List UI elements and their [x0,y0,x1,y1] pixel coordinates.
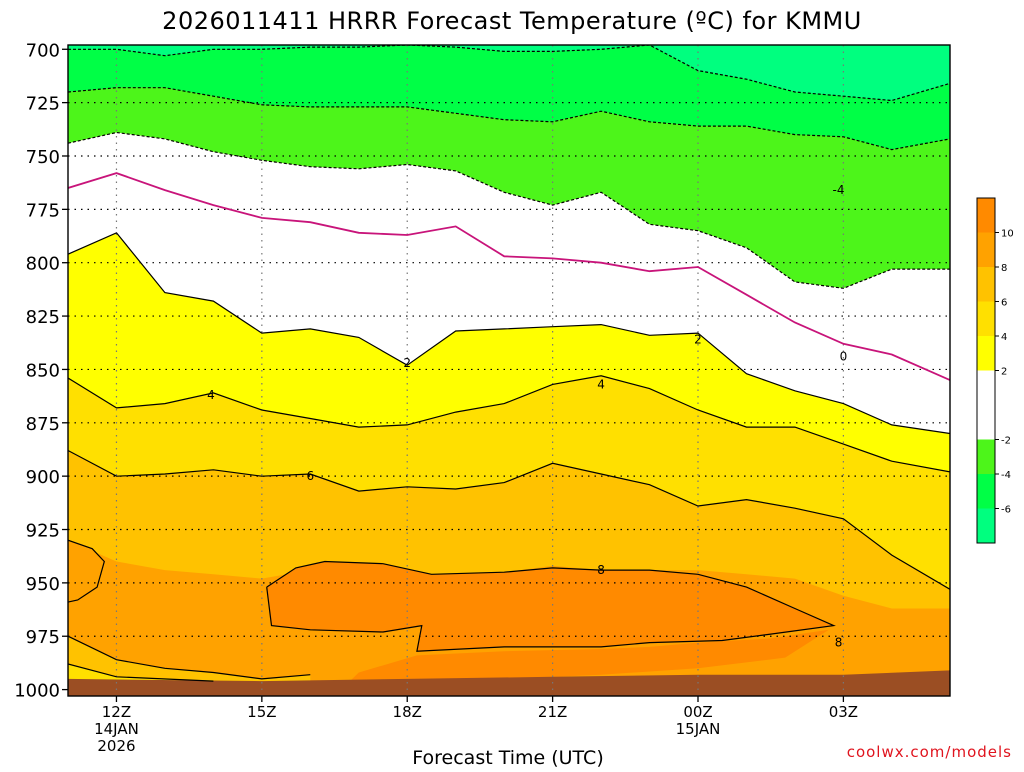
y-tick-label-900: 900 [26,467,60,488]
isotherm-minus-2 [68,131,950,289]
x-tick-label-12-0: 12Z [102,703,131,721]
credit-text: coolwx.com/models [847,743,1012,761]
colorbar-swatch-6 [977,267,995,302]
isotherm-8-left [68,539,105,603]
colorbar-label-5: -2 [1001,436,1011,447]
y-tick-label-800: 800 [26,254,60,275]
colorbar-label-3: 4 [1001,332,1007,343]
y-tick-label-725: 725 [26,94,60,115]
warm-pocket-left [68,540,105,603]
x-tick-label-21-0: 21Z [538,703,567,721]
colorbar-swatch-8 [977,232,995,267]
y-tick-label-850: 850 [26,360,60,381]
colorbar-swatch-0 [977,370,995,405]
contour-label-4: 4 [207,388,215,402]
x-tick-label-24-1: 15JAN [676,720,721,738]
colorbar-label-7: -6 [1001,505,1011,516]
contour-label-7: 8 [597,563,605,577]
isotherm-6 [68,449,950,590]
fill-band-minus-6 [68,45,950,150]
fill-band-4 [68,375,950,590]
contour-label-5: 4 [597,377,605,391]
x-tick-label-24-0: 00Z [683,703,712,721]
ground-surface [68,670,950,696]
x-axis-label: Forecast Time (UTC) [412,747,603,768]
x-tick-label-15-0: 15Z [247,703,276,721]
fill-band-2 [68,232,950,472]
isotherm-0 [68,172,950,381]
colorbar-label-1: 8 [1001,263,1007,274]
contour-label-0: -4 [833,183,845,197]
y-tick-label-750: 750 [26,147,60,168]
isotherm-6-lower [68,635,311,680]
y-tick-label-950: 950 [26,574,60,595]
x-tick-label-18-0: 18Z [393,703,422,721]
isotherm-4 [68,375,950,473]
y-tick-label-825: 825 [26,307,60,328]
y-tick-label-975: 975 [26,627,60,648]
colorbar: 10 8 6 4 2 -2 -4 -6 [976,197,1014,544]
colorbar-label-0: 10 [1001,229,1014,240]
fill-band-0 [68,132,950,434]
fill-band-minus-8 [68,45,950,101]
plot-frame [67,44,951,697]
y-tick-label-875: 875 [26,414,60,435]
y-tick-label-925: 925 [26,521,60,542]
x-tick-label-12-1: 14JAN [94,720,139,738]
isotherm-lines [68,45,950,682]
colorbar-label-2: 6 [1001,298,1007,309]
colorbar-label-4: 2 [1001,367,1007,378]
fill-band-8-upper [266,561,834,652]
fill-band-minus-4 [68,87,950,289]
grid-lines [68,45,950,696]
colorbar-swatch-minus-6 [977,474,995,509]
isotherm-2 [68,232,950,435]
isotherm-minus-4 [68,87,950,151]
fill-band-6 [68,450,950,609]
y-axis: 700 725 750 775 800 825 850 875 900 925 950 975 1000 [14,40,68,702]
chart-title: 2026011411 HRRR Forecast Temperature (ºC… [162,7,862,35]
isotherm-minus-6 [68,45,950,102]
temperature-fill-layers [68,45,950,696]
colorbar-swatch-minus-2 [977,405,995,440]
contour-labels: -4 0 2 2 4 4 6 8 8 [207,183,847,649]
colorbar-swatch-4 [977,301,995,336]
contour-label-8: 8 [835,636,843,650]
y-tick-label-775: 775 [26,200,60,221]
contour-label-2: 2 [403,356,411,370]
x-tick-label-12-2: 2026 [97,737,135,755]
y-tick-label-700: 700 [26,40,60,61]
colorbar-swatch-minus-4 [977,439,995,474]
colorbar-label-6: -4 [1001,470,1011,481]
y-tick-label-1000: 1000 [14,681,60,702]
isotherm-4-lower [68,663,214,682]
colorbar-swatch-2 [977,336,995,371]
contour-label-3: 2 [694,333,702,347]
colorbar-swatch-minus-8 [977,508,995,543]
colorbar-swatch-10 [977,198,995,233]
contour-label-1: 0 [840,350,848,364]
isotherm-8-upper [266,560,836,652]
contour-label-6: 6 [306,469,314,483]
x-tick-label-27-0: 03Z [829,703,858,721]
